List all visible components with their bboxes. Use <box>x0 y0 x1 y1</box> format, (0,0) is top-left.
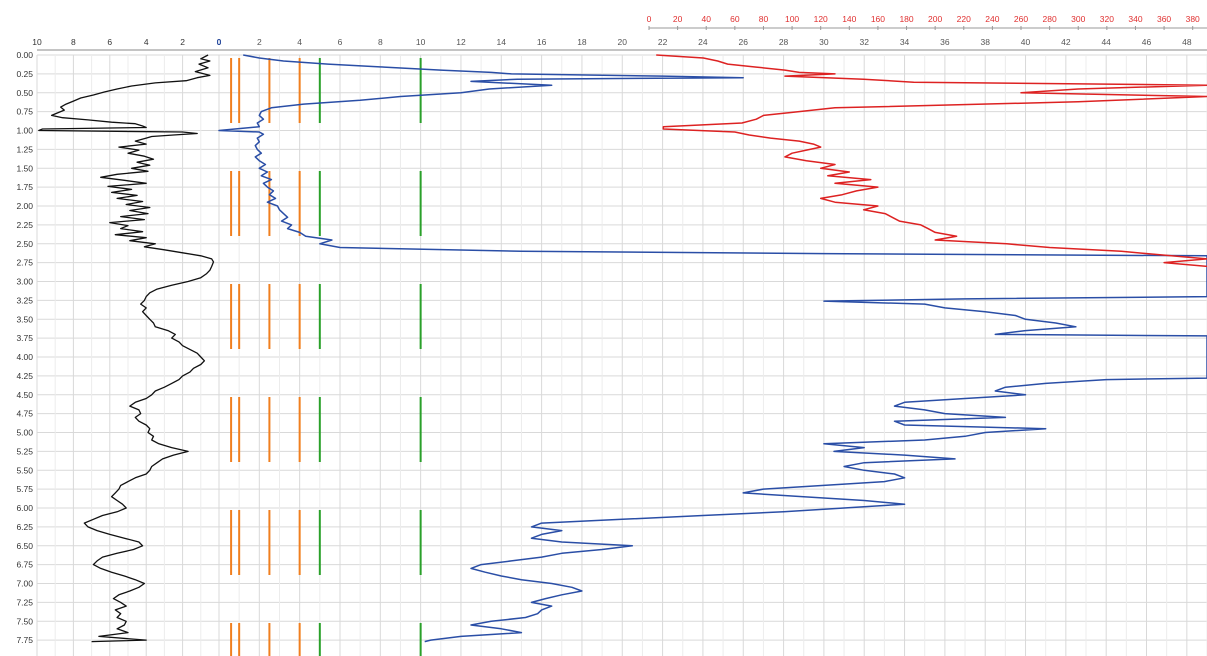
left-x-tick-label: 0 <box>217 37 222 47</box>
y-tick-label: 1.75 <box>16 182 33 192</box>
top-x-tick-label: 300 <box>1071 14 1085 24</box>
top-x-tick-label: 320 <box>1100 14 1114 24</box>
main-x-tick-label: 28 <box>779 37 789 47</box>
main-x-tick-label: 14 <box>497 37 507 47</box>
top-x-tick-label: 120 <box>814 14 828 24</box>
top-x-tick-label: 100 <box>785 14 799 24</box>
y-tick-label: 2.00 <box>16 201 33 211</box>
left-x-tick-label: 2 <box>180 37 185 47</box>
series-line-3 <box>656 54 1207 268</box>
main-x-tick-label: 8 <box>378 37 383 47</box>
y-tick-label: 7.75 <box>16 635 33 645</box>
top-x-tick-label: 80 <box>759 14 769 24</box>
top-x-tick-label: 360 <box>1157 14 1171 24</box>
y-tick-label: 1.50 <box>16 163 33 173</box>
series-line-2 <box>218 54 1207 643</box>
main-x-tick-label: 38 <box>980 37 990 47</box>
top-x-tick-label: 280 <box>1043 14 1057 24</box>
y-tick-label: 7.50 <box>16 616 33 626</box>
main-x-tick-label: 6 <box>338 37 343 47</box>
main-x-tick-label: 0 <box>217 37 222 47</box>
top-x-tick-label: 140 <box>842 14 856 24</box>
y-tick-label: 4.50 <box>16 390 33 400</box>
main-x-tick-label: 48 <box>1182 37 1192 47</box>
top-x-tick-label: 260 <box>1014 14 1028 24</box>
main-x-tick-label: 42 <box>1061 37 1071 47</box>
main-x-tick-label: 46 <box>1142 37 1152 47</box>
top-x-tick-label: 240 <box>985 14 999 24</box>
main-x-tick-label: 36 <box>940 37 950 47</box>
main-x-tick-label: 2 <box>257 37 262 47</box>
axes: 0.00 0.25 0.50 0.75 1.00 1.25 1.50 1.75 2.00 2.25… <box>16 14 1207 656</box>
y-tick-label: 0.50 <box>16 88 33 98</box>
y-tick-label: 6.25 <box>16 522 33 532</box>
main-x-tick-label: 16 <box>537 37 547 47</box>
top-x-tick-label: 200 <box>928 14 942 24</box>
y-tick-label: 5.75 <box>16 484 33 494</box>
top-x-tick-label: 60 <box>730 14 740 24</box>
y-tick-label: 2.75 <box>16 258 33 268</box>
y-tick-label: 7.00 <box>16 579 33 589</box>
left-x-tick-label: 4 <box>144 37 149 47</box>
main-x-tick-label: 10 <box>416 37 426 47</box>
main-x-tick-label: 26 <box>739 37 749 47</box>
y-tick-label: 0.75 <box>16 107 33 117</box>
left-x-tick-label: 6 <box>107 37 112 47</box>
y-tick-label: 2.25 <box>16 220 33 230</box>
y-tick-label: 5.00 <box>16 428 33 438</box>
main-x-tick-label: 18 <box>577 37 587 47</box>
y-tick-label: 3.25 <box>16 295 33 305</box>
main-x-tick-label: 4 <box>297 37 302 47</box>
left-x-tick-label: 10 <box>32 37 42 47</box>
y-tick-label: 3.75 <box>16 333 33 343</box>
y-tick-label: 4.25 <box>16 371 33 381</box>
top-x-tick-label: 160 <box>871 14 885 24</box>
y-tick-label: 3.00 <box>16 277 33 287</box>
y-tick-label: 7.25 <box>16 597 33 607</box>
main-x-tick-label: 20 <box>618 37 628 47</box>
main-x-tick-label: 12 <box>456 37 466 47</box>
top-x-tick-label: 380 <box>1186 14 1200 24</box>
top-x-tick-label: 180 <box>899 14 913 24</box>
main-x-tick-label: 44 <box>1101 37 1111 47</box>
main-x-tick-label: 24 <box>698 37 708 47</box>
main-x-tick-label: 40 <box>1021 37 1031 47</box>
y-tick-label: 8.00 <box>16 654 33 656</box>
y-tick-label: 5.25 <box>16 446 33 456</box>
y-tick-label: 1.25 <box>16 144 33 154</box>
top-x-tick-label: 40 <box>701 14 711 24</box>
y-tick-label: 6.50 <box>16 541 33 551</box>
series-line-1 <box>38 54 215 643</box>
y-tick-label: 6.00 <box>16 503 33 513</box>
main-x-tick-label: 32 <box>859 37 869 47</box>
top-x-tick-label: 0 <box>647 14 652 24</box>
y-tick-label: 4.75 <box>16 409 33 419</box>
series-group <box>38 54 1207 643</box>
reference-lines <box>230 58 422 656</box>
y-tick-label: 3.50 <box>16 314 33 324</box>
y-tick-label: 6.75 <box>16 560 33 570</box>
y-tick-label: 1.00 <box>16 126 33 136</box>
y-tick-label: 4.00 <box>16 352 33 362</box>
main-x-tick-label: 34 <box>900 37 910 47</box>
main-x-tick-label: 30 <box>819 37 829 47</box>
left-x-tick-label: 8 <box>71 37 76 47</box>
top-x-tick-label: 20 <box>673 14 683 24</box>
y-tick-label: 0.00 <box>16 50 33 60</box>
top-x-tick-label: 340 <box>1128 14 1142 24</box>
y-tick-label: 0.25 <box>16 69 33 79</box>
y-tick-label: 2.50 <box>16 239 33 249</box>
y-tick-label: 5.50 <box>16 465 33 475</box>
top-x-tick-label: 220 <box>957 14 971 24</box>
main-x-tick-label: 22 <box>658 37 668 47</box>
